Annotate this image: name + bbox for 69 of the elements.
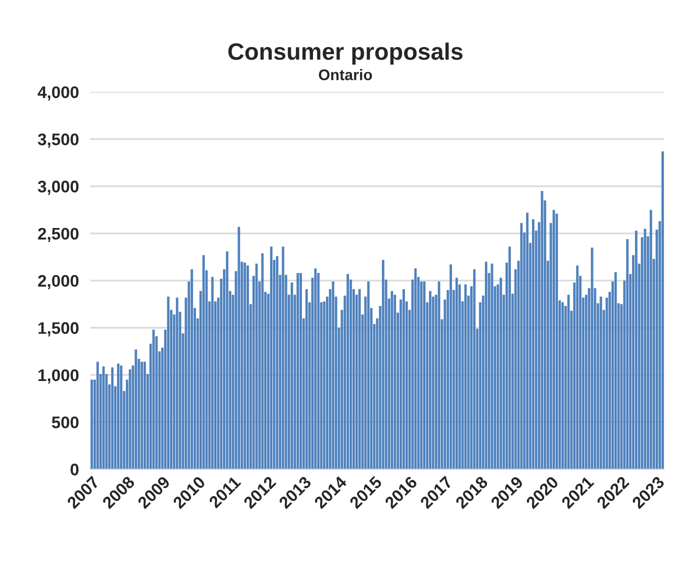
y-tick-label: 0 (70, 464, 78, 476)
bar (576, 265, 579, 470)
bar (290, 282, 294, 470)
bar (190, 269, 194, 470)
bar (428, 290, 432, 470)
bar (346, 274, 350, 470)
bar (238, 226, 240, 470)
y-tick-label: 4,000 (38, 86, 78, 101)
y-tick-label: 500 (52, 416, 78, 428)
bar (590, 248, 594, 470)
bar (111, 367, 114, 470)
bar (332, 282, 334, 470)
bar (390, 290, 394, 470)
bar (358, 289, 361, 470)
bar (246, 265, 249, 470)
y-tick-label: 2,000 (38, 274, 78, 290)
bar (473, 269, 476, 470)
bar (635, 230, 638, 470)
bar (270, 246, 272, 470)
bar (526, 212, 529, 470)
bar (556, 214, 558, 470)
bar (305, 289, 308, 470)
bar (382, 260, 384, 470)
bar (561, 302, 564, 470)
bar (167, 296, 170, 470)
chart-title: Consumer proposals (228, 42, 463, 65)
bar (244, 262, 246, 470)
bar (552, 210, 556, 470)
bar (134, 349, 138, 470)
bar (626, 239, 629, 470)
bar (255, 264, 258, 470)
bar (90, 380, 93, 470)
bar (282, 246, 284, 470)
bar (614, 272, 617, 470)
bar (120, 365, 122, 470)
bar (661, 151, 664, 470)
bar (300, 273, 302, 470)
bar (532, 219, 534, 470)
bar (152, 330, 155, 470)
bar (140, 362, 143, 470)
bar (261, 253, 264, 470)
bar (117, 364, 120, 470)
bar (600, 296, 602, 470)
bar (276, 256, 278, 470)
bar (455, 278, 458, 470)
y-tick-label: 1,500 (38, 322, 78, 336)
y-tick-label: 3,500 (38, 134, 78, 148)
bar (202, 255, 205, 470)
bar (650, 210, 652, 470)
bar (484, 262, 488, 470)
bar (96, 362, 99, 470)
bar (402, 289, 405, 470)
bar (508, 246, 511, 470)
bar (226, 251, 228, 470)
bar (314, 268, 317, 470)
y-tick-label: 3,000 (38, 180, 78, 195)
bar (500, 278, 502, 470)
y-tick-label: 1,000 (38, 369, 78, 384)
bar (450, 264, 452, 470)
bar (296, 273, 299, 470)
y-tick-label: 2,500 (38, 228, 78, 242)
bar (176, 298, 178, 470)
chart-subtitle: Ontario (318, 69, 372, 80)
bar (520, 223, 523, 470)
bar (144, 362, 146, 470)
bar (423, 282, 426, 470)
bar (367, 282, 370, 470)
bar (394, 294, 396, 470)
bar (211, 276, 214, 470)
